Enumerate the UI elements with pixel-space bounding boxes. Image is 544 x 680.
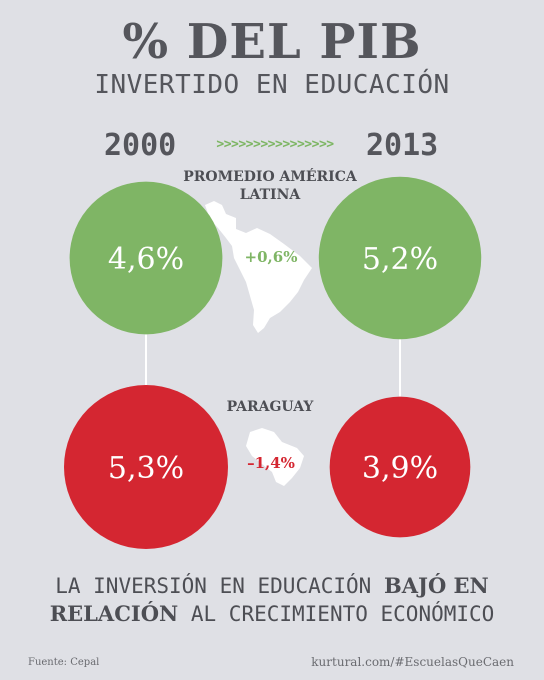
conclusion-text: LA INVERSIÓN EN EDUCACIÓN BAJÓ EN RELACI… (0, 572, 544, 628)
page-subtitle: INVERTIDO EN EDUCACIÓN (94, 70, 450, 100)
conclusion-part-2: AL CRECIMIENTO ECONÓMICO (178, 602, 495, 626)
series-label-latin-america: PROMEDIO AMÉRICA LATINA (183, 169, 357, 203)
change-paraguay: –1,4% (247, 454, 295, 472)
bubble-paraguay-2000 (64, 385, 228, 549)
series-label-paraguay: PARAGUAY (226, 399, 314, 415)
change-latin-america: +0,6% (244, 248, 298, 266)
year-start-label: 2000 (104, 128, 177, 163)
paraguay-map-icon (246, 428, 304, 486)
latin-america-map-icon (205, 201, 312, 333)
credit-link[interactable]: kurtural.com/#EscuelasQueCaen (311, 655, 514, 669)
conclusion-bold-1: BAJÓ EN (383, 573, 489, 598)
conclusion-part-1: LA INVERSIÓN EN EDUCACIÓN (55, 574, 384, 598)
bubble-latin-america-2000 (69, 181, 223, 335)
bubble-value-label: 5,3% (108, 451, 184, 486)
bubble-value-label: 4,6% (108, 242, 184, 277)
year-end-label: 2013 (366, 128, 439, 163)
conclusion-bold-2: RELACIÓN (49, 601, 179, 626)
timeline-arrows: >>>>>>>>>>>>>>>> (216, 137, 334, 152)
bubble-latin-america-2013 (318, 176, 482, 340)
bubble-paraguay-2013 (329, 396, 471, 538)
source-label: Fuente: Cepal (28, 657, 100, 668)
page-title: % DEL PIB (122, 14, 422, 70)
bubble-value-label: 3,9% (362, 451, 438, 486)
bubble-value-label: 5,2% (362, 242, 438, 277)
